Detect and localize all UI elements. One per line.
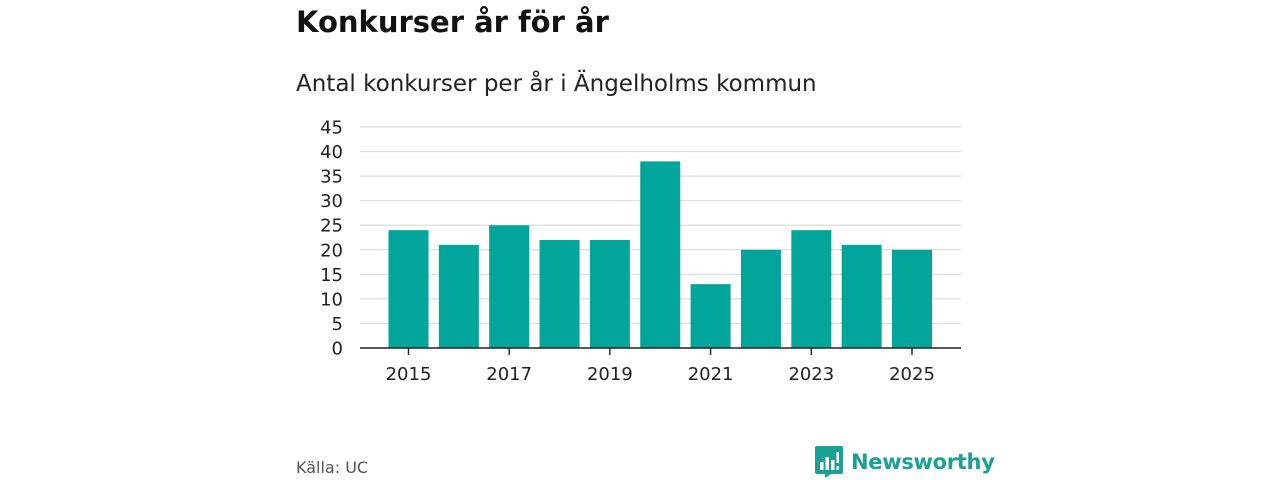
x-tick-label: 2025 (889, 364, 935, 385)
x-tick-label: 2021 (688, 364, 734, 385)
x-axis-ticks: 2015 2017 2019 2021 2023 2025 (386, 348, 935, 385)
y-axis-ticks: 0 5 10 15 20 25 30 35 40 45 (320, 118, 343, 360)
source-label: Källa: UC (296, 458, 369, 477)
y-tick-label: 15 (320, 265, 343, 286)
x-tick-label: 2015 (386, 364, 432, 385)
bar-2022 (740, 249, 781, 348)
x-tick-label: 2017 (486, 364, 532, 385)
chart-subtitle: Antal konkurser per år i Ängelholms komm… (296, 71, 817, 97)
bar-2020 (640, 161, 681, 348)
y-tick-label: 20 (320, 240, 343, 261)
bar-2018 (539, 239, 580, 348)
bar-2019 (589, 239, 630, 348)
newsworthy-logo-icon (815, 446, 843, 478)
bar-2025 (892, 249, 932, 348)
x-tick-label: 2019 (587, 364, 633, 385)
y-tick-label: 0 (332, 339, 343, 360)
brand-name: Newsworthy (851, 450, 995, 474)
y-tick-label: 35 (320, 167, 343, 188)
bar-2015 (388, 230, 429, 348)
y-tick-label: 30 (320, 191, 343, 212)
bar-2023 (791, 230, 832, 348)
y-tick-label: 5 (332, 314, 343, 335)
chart-title: Konkurser år för år (296, 5, 609, 39)
brand: Newsworthy (815, 446, 995, 478)
y-tick-label: 40 (320, 142, 343, 163)
x-tick-label: 2023 (788, 364, 834, 385)
y-tick-label: 10 (320, 289, 343, 310)
y-tick-label: 45 (320, 118, 343, 139)
bar-2024 (841, 244, 882, 348)
bar-2016 (438, 244, 479, 348)
bars (388, 161, 932, 348)
y-tick-label: 25 (320, 216, 343, 237)
bar-2017 (489, 225, 530, 348)
bar-2021 (690, 284, 731, 348)
